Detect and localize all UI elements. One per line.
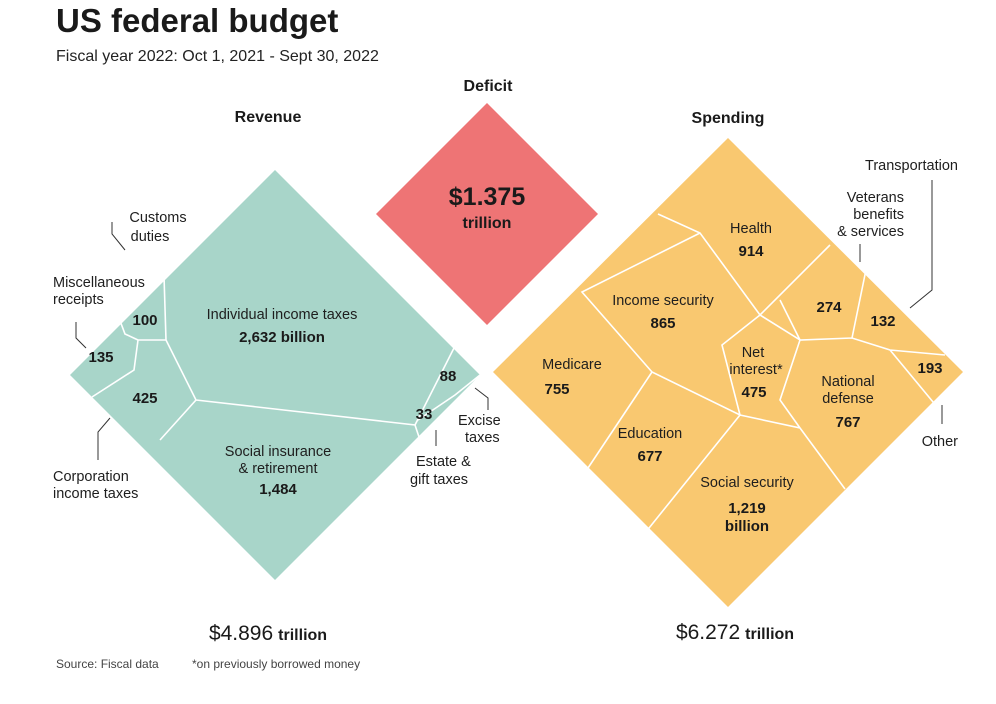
revenue-label-misc-2: receipts — [53, 292, 104, 308]
spending-label-veterans-3: & services — [837, 224, 904, 240]
spending-heading: Spending — [692, 110, 765, 127]
spending-label-defense-2: defense — [822, 391, 874, 407]
spending-label-interest-1: Net — [742, 345, 765, 361]
chart-subtitle: Fiscal year 2022: Oct 1, 2021 - Sept 30,… — [56, 48, 379, 65]
spending-value-income-security: 865 — [650, 315, 675, 332]
revenue-label-misc-1: Miscellaneous — [53, 275, 145, 291]
excise-leader — [474, 387, 489, 410]
revenue-label-corporation-1: Corporation — [53, 469, 129, 485]
revenue-label-social-2: & retirement — [239, 461, 318, 477]
spending-diamond — [493, 138, 963, 607]
misc-leader — [75, 322, 87, 349]
spending-total-value: $6.272 — [676, 621, 740, 644]
revenue-value-excise: 88 — [440, 368, 457, 385]
spending-label-income-security: Income security — [612, 293, 714, 309]
revenue-total: $4.896 trillion — [209, 622, 327, 645]
customs-leader — [111, 222, 126, 251]
revenue-label-estate-2: gift taxes — [410, 472, 468, 488]
spending-label-education: Education — [618, 426, 683, 442]
revenue-value-misc: 135 — [88, 349, 113, 366]
revenue-diamond-shape — [70, 170, 480, 580]
revenue-value-customs: 100 — [132, 312, 157, 329]
revenue-total-unit: trillion — [278, 627, 327, 644]
spending-value-social-security-unit: billion — [725, 518, 769, 535]
corporation-leader — [97, 417, 111, 460]
spending-label-defense-1: National — [821, 374, 874, 390]
spending-value-other: 193 — [917, 360, 942, 377]
spending-value-medicare: 755 — [544, 381, 569, 398]
footnote: *on previously borrowed money — [192, 657, 360, 671]
spending-label-other: Other — [922, 434, 958, 450]
revenue-label-customs-1: Customs — [129, 210, 186, 226]
transportation-leader — [909, 180, 933, 309]
spending-value-defense: 767 — [835, 414, 860, 431]
spending-value-veterans: 274 — [816, 299, 842, 316]
revenue-diamond — [70, 170, 481, 580]
spending-label-veterans-2: benefits — [853, 207, 904, 223]
deficit-diamond — [376, 103, 598, 325]
deficit-diamond-shape — [376, 103, 598, 325]
revenue-value-corporation: 425 — [132, 390, 157, 407]
deficit-value: $1.375 — [449, 183, 526, 211]
deficit-unit: trillion — [463, 215, 512, 232]
revenue-value-estate: 33 — [416, 406, 433, 423]
revenue-label-estate-1: Estate & — [416, 454, 471, 470]
deficit-heading: Deficit — [464, 78, 514, 95]
spending-value-interest: 475 — [741, 384, 766, 401]
spending-value-education: 677 — [637, 448, 662, 465]
spending-label-social-security: Social security — [700, 475, 794, 491]
spending-value-health: 914 — [738, 243, 764, 260]
spending-label-interest-2: interest* — [729, 362, 783, 378]
source-note: Source: Fiscal data — [56, 657, 159, 671]
spending-label-health: Health — [730, 221, 772, 237]
revenue-label-excise-2: taxes — [465, 430, 500, 446]
revenue-heading: Revenue — [235, 109, 302, 126]
revenue-total-value: $4.896 — [209, 622, 273, 645]
spending-label-medicare: Medicare — [542, 357, 602, 373]
spending-label-veterans-1: Veterans — [847, 190, 904, 206]
revenue-label-individual: Individual income taxes — [207, 307, 358, 323]
revenue-label-corporation-2: income taxes — [53, 486, 138, 502]
revenue-label-social-1: Social insurance — [225, 444, 331, 460]
spending-diamond-shape — [493, 138, 963, 607]
revenue-label-excise-1: Excise — [458, 413, 501, 429]
spending-total: $6.272 trillion — [676, 621, 794, 644]
spending-value-social-security: 1,219 — [728, 500, 766, 517]
spending-label-transportation: Transportation — [865, 158, 958, 174]
revenue-value-individual: 2,632 billion — [239, 329, 325, 346]
revenue-value-social: 1,484 — [259, 481, 297, 498]
spending-total-unit: trillion — [745, 626, 794, 643]
chart-title: US federal budget — [56, 2, 338, 39]
spending-value-transportation: 132 — [870, 313, 895, 330]
revenue-label-customs-2: duties — [131, 229, 170, 245]
